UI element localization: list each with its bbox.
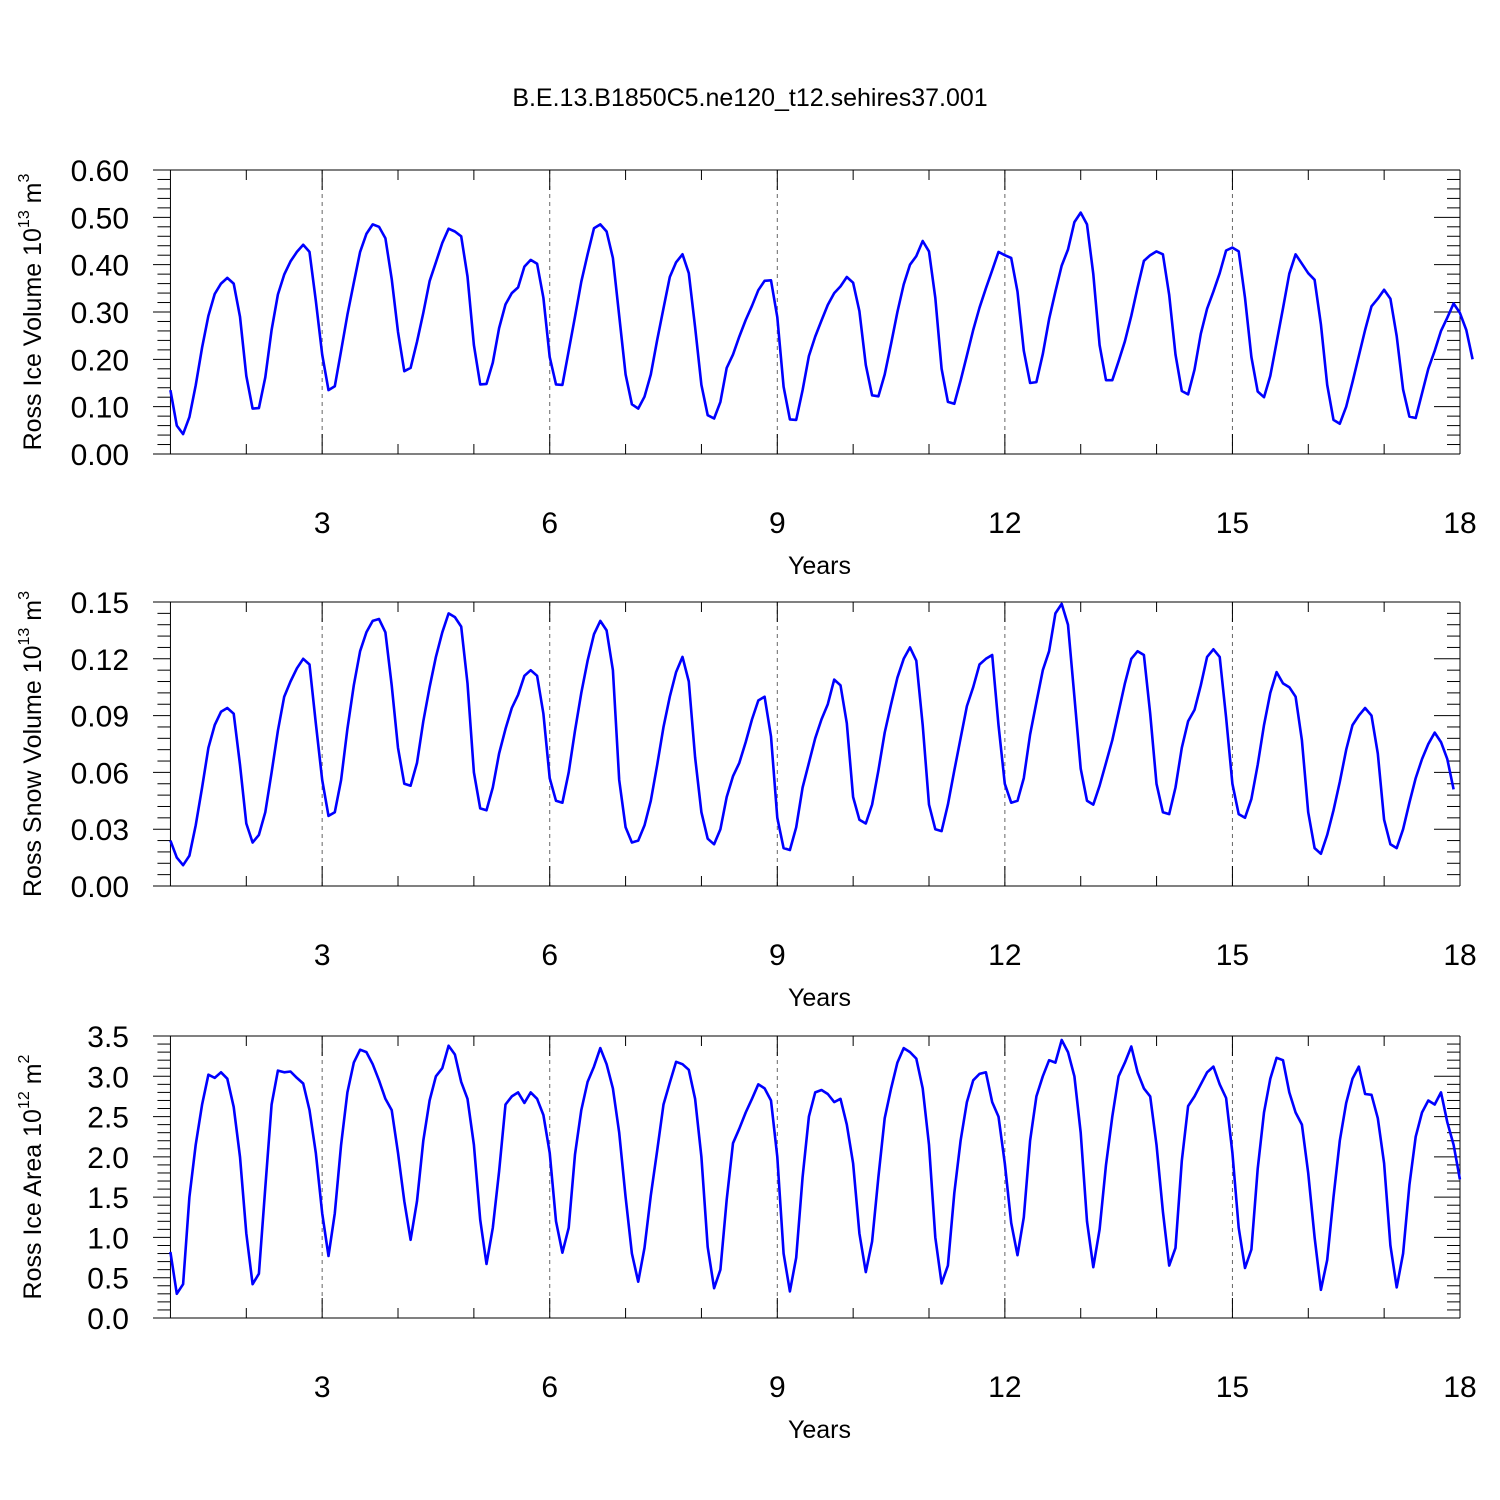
- chart-panel-3: 0.0 0.5 1.0 1.5 2.0 2.5 3.0 3.5 3 6 9 12 15 18 Years Ro…: [16, 1021, 1477, 1444]
- y-tick-label: 0.09: [71, 701, 129, 734]
- y-tick-label: 0.40: [71, 250, 129, 283]
- x-tick-label: 6: [541, 1371, 558, 1404]
- y-axis-title-part: m: [19, 600, 47, 628]
- x-axis-title: Years: [788, 1416, 851, 1444]
- x-tick-label: 9: [769, 1371, 786, 1404]
- x-tick-label: 3: [314, 1371, 331, 1404]
- y-axis-title: Ross Ice Volume 1013 m3: [16, 173, 47, 450]
- y-axis-title-superscript: 3: [16, 173, 33, 182]
- series-line-1: [169, 211, 1474, 436]
- x-tick-label: 6: [541, 939, 558, 972]
- y-tick-label: 0.12: [71, 644, 129, 677]
- x-tick-label: 12: [988, 1371, 1021, 1404]
- y-tick-label: 0.50: [71, 202, 129, 235]
- x-tick-label: 15: [1216, 507, 1249, 540]
- y-axis-title-part: m: [19, 182, 47, 210]
- y-tick-label: 0.06: [71, 757, 129, 790]
- x-axis-title: Years: [788, 984, 851, 1012]
- x-tick-label: 18: [1443, 939, 1476, 972]
- y-tick-label: 3.0: [87, 1061, 129, 1094]
- x-tick-label: 18: [1443, 1371, 1476, 1404]
- y-axis-title-superscript: 13: [16, 210, 33, 228]
- x-tick-label: 6: [541, 507, 558, 540]
- x-tick-label: 18: [1443, 507, 1476, 540]
- y-tick-label: 2.5: [87, 1102, 129, 1135]
- x-tick-label: 9: [769, 507, 786, 540]
- y-tick-label: 0.00: [71, 871, 129, 904]
- y-tick-label: 0.60: [71, 155, 129, 188]
- series-line-1: [169, 1038, 1462, 1296]
- y-axis-title-superscript: 12: [16, 1091, 33, 1109]
- y-axis-title: Ross Snow Volume 1013 m3: [16, 591, 47, 897]
- x-tick-label: 15: [1216, 1371, 1249, 1404]
- x-tick-label: 3: [314, 939, 331, 972]
- y-tick-label: 0.15: [71, 587, 129, 620]
- y-tick-label: 0.10: [71, 392, 129, 425]
- y-axis-title-part: Ross Ice Area 10: [19, 1109, 47, 1299]
- y-axis-title-superscript: 13: [16, 628, 33, 646]
- y-tick-label: 0.0: [87, 1303, 129, 1336]
- x-axis-title: Years: [788, 552, 851, 580]
- y-tick-label: 0.03: [71, 814, 129, 847]
- y-tick-label: 2.0: [87, 1142, 129, 1175]
- x-tick-label: 12: [988, 939, 1021, 972]
- y-tick-label: 0.30: [71, 297, 129, 330]
- chart-panel-1: 0.00 0.10 0.20 0.30 0.40 0.50 0.60 3 6 9 12 15 18 Yea…: [16, 155, 1477, 580]
- y-axis-title-part: Ross Snow Volume 10: [19, 645, 47, 897]
- y-tick-label: 0.00: [71, 439, 129, 472]
- y-axis-title-part: m: [19, 1063, 47, 1091]
- y-tick-label: 1.5: [87, 1182, 129, 1215]
- y-tick-label: 1.0: [87, 1222, 129, 1255]
- y-tick-label: 0.5: [87, 1263, 129, 1296]
- x-tick-label: 15: [1216, 939, 1249, 972]
- y-axis-title-superscript: 3: [16, 591, 33, 600]
- x-tick-label: 3: [314, 507, 331, 540]
- y-axis-title-superscript: 2: [16, 1054, 33, 1063]
- chart-panel-2: 0.00 0.03 0.06 0.09 0.12 0.15 3 6 9 12 15 18 Years Ro…: [16, 587, 1477, 1012]
- y-tick-label: 0.20: [71, 344, 129, 377]
- y-axis-title: Ross Ice Area 1012 m2: [16, 1054, 47, 1299]
- series-line-1: [169, 602, 1455, 867]
- y-axis-title-part: Ross Ice Volume 10: [19, 228, 47, 450]
- y-tick-label: 3.5: [87, 1021, 129, 1054]
- x-tick-label: 12: [988, 507, 1021, 540]
- figure-title: B.E.13.B1850C5.ne120_t12.sehires37.001: [512, 84, 987, 112]
- x-tick-label: 9: [769, 939, 786, 972]
